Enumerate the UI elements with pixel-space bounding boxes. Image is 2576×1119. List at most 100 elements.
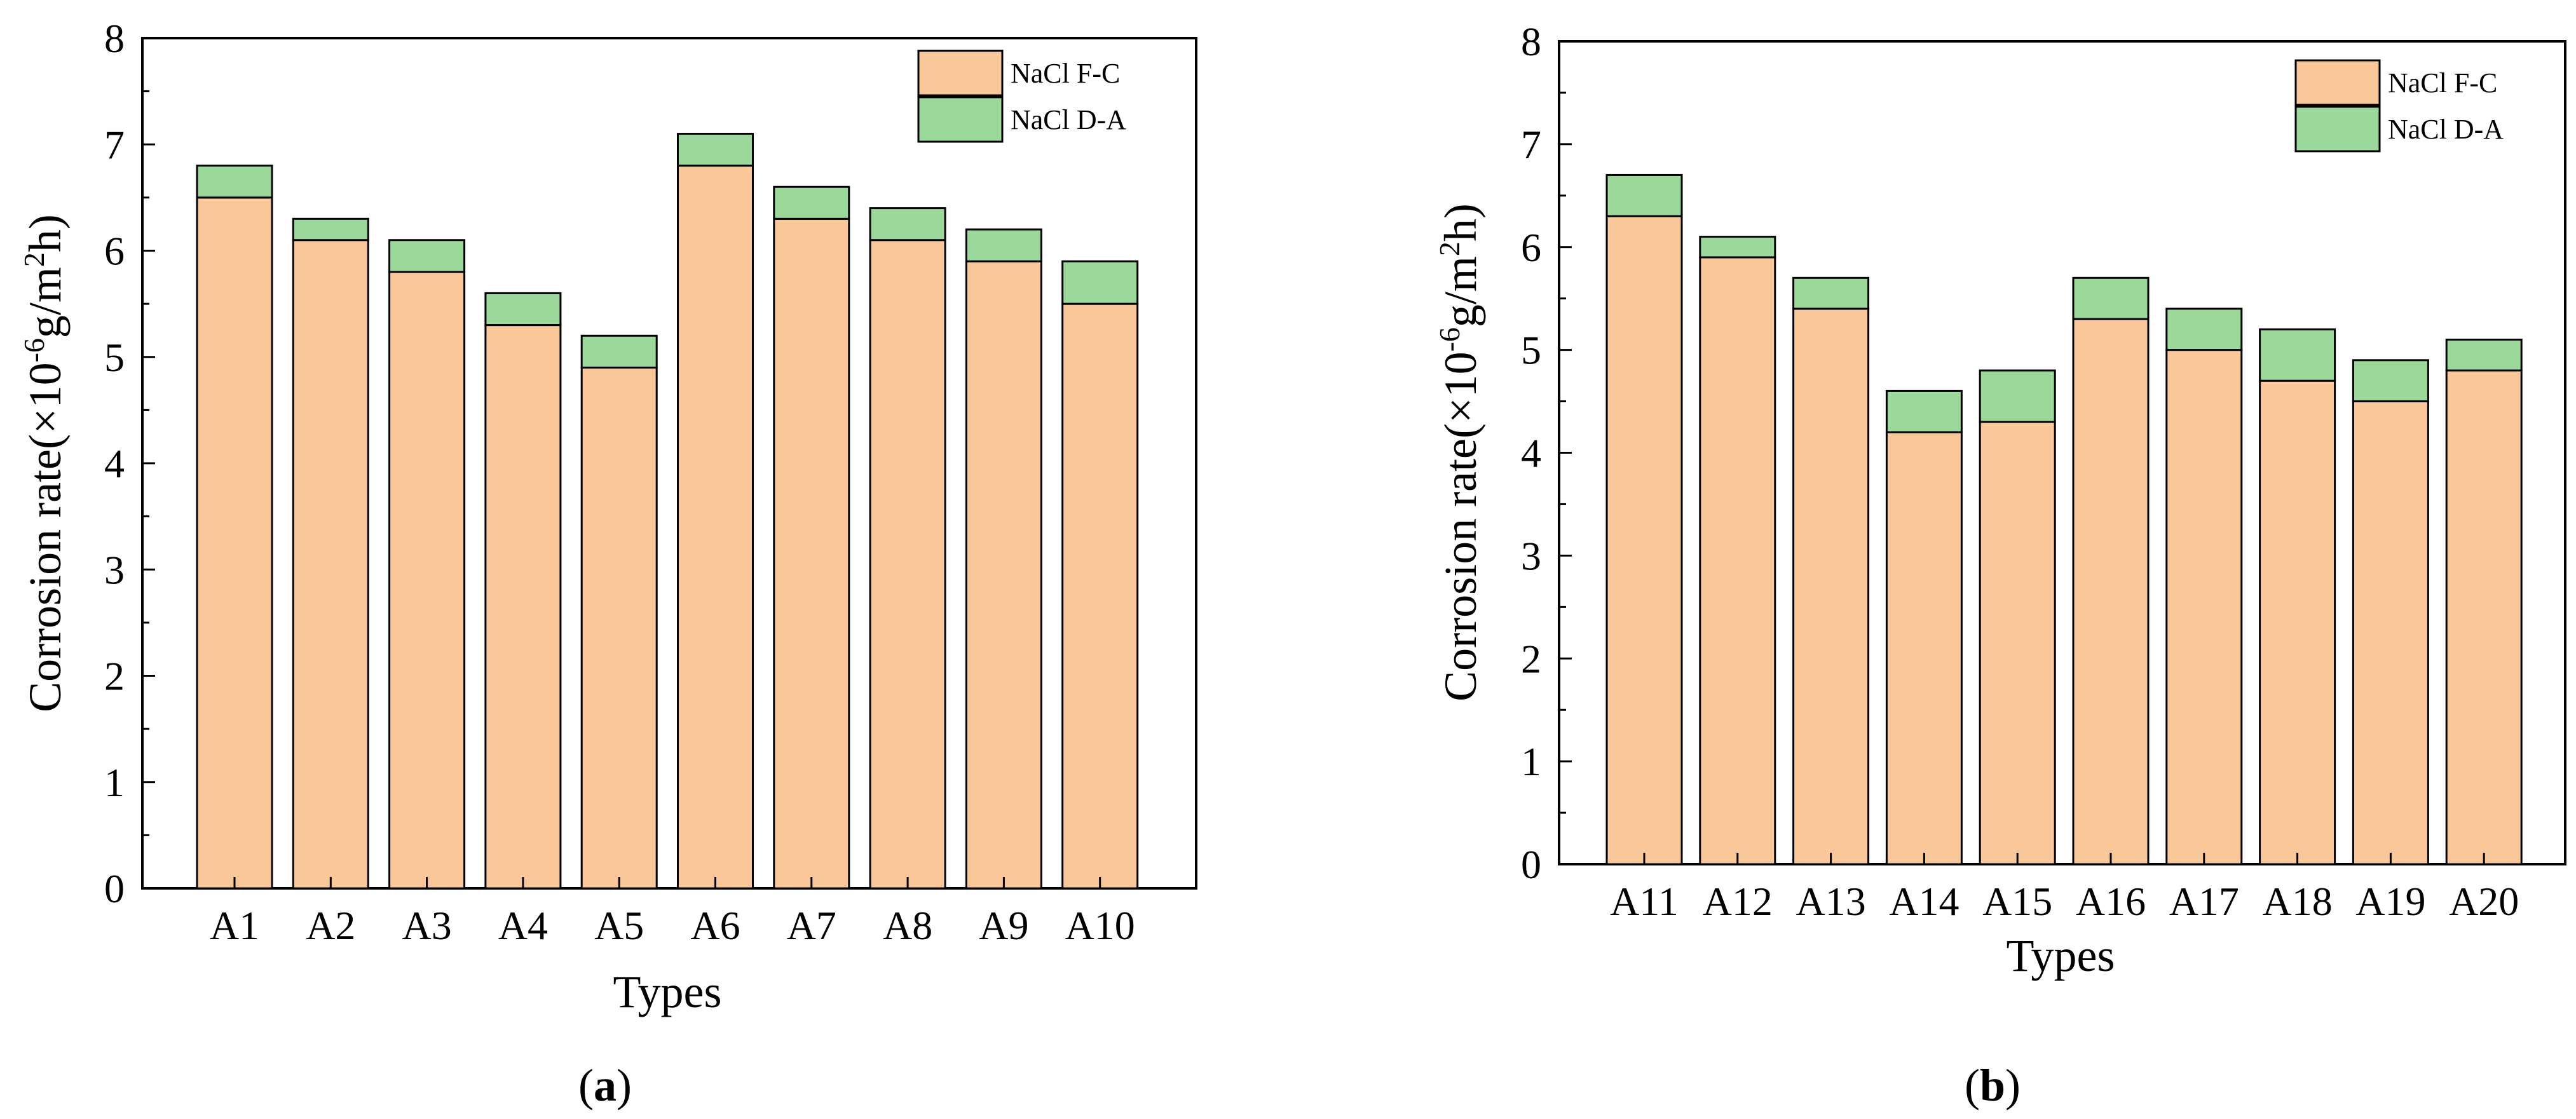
bar-A9-da: [965, 228, 1042, 262]
x-axis-ticks: A11 A12 A13 A14 A15 A16 A17 A18 A19 A20: [1610, 853, 2519, 924]
bar-A4-fc: [484, 324, 562, 890]
x-axis-ticks: A1 A2 A3 A4 A5 A6 A7 A8 A9 A10: [210, 877, 1135, 948]
x-tick-label: A7: [787, 903, 836, 948]
bar-A15-da: [1979, 369, 2056, 423]
bar-A14-fc: [1885, 431, 1963, 865]
bar-A18-da: [2259, 328, 2336, 382]
x-tick-label: A11: [1610, 879, 1679, 924]
legend-label-fc: NaCl F-C: [1011, 58, 1120, 89]
bar-A3-da: [388, 239, 466, 273]
y-axis-ticks: 0 1 2 3 4 5 6 7 8: [1521, 19, 1572, 887]
x-tick-label: A15: [1982, 879, 2052, 924]
bar-A11-da: [1605, 173, 1683, 217]
bar-A16-da: [2072, 276, 2150, 320]
y-axis-ticks: 0 1 2 3 4 5 6 7 8: [104, 16, 155, 911]
chart-panel-a: 0 1 2 3 4 5 6 7 8 A1 A2 A3 A4 A5 A6 A7 A8 A9 A10 Types Co…: [18, 16, 1197, 1111]
x-tick-label: A9: [979, 903, 1028, 948]
x-tick-label: A20: [2449, 879, 2519, 924]
bar-A19-da: [2352, 359, 2429, 403]
x-tick-label: A1: [210, 903, 259, 948]
y-tick-label: 2: [104, 654, 125, 699]
bar-A2-fc: [292, 239, 369, 890]
x-tick-label: A5: [594, 903, 644, 948]
bar-A19-fc: [2352, 400, 2429, 865]
x-tick-label: A12: [1703, 879, 1773, 924]
y-tick-label: 8: [104, 16, 125, 61]
bar-A10-da: [1061, 260, 1139, 305]
bar-A6-fc: [677, 165, 754, 890]
legend-swatch-da: [2294, 105, 2381, 153]
bar-A6-da: [677, 133, 754, 167]
bar-A7-da: [773, 186, 850, 220]
y-axis-title: Corrosion rate(×10-6g/m2h): [1433, 203, 1486, 702]
y-tick-label: 7: [104, 122, 125, 167]
y-tick-label: 0: [1521, 842, 1541, 887]
x-axis-title: Types: [2007, 930, 2115, 981]
bar-A4-da: [484, 292, 562, 327]
y-tick-label: 1: [104, 760, 125, 805]
x-tick-label: A2: [306, 903, 355, 948]
bar-A7-fc: [773, 217, 850, 890]
bar-A12-fc: [1699, 256, 1776, 865]
y-tick-label: 5: [104, 335, 125, 380]
bar-group: [1605, 173, 2523, 865]
y-tick-label: 6: [1521, 225, 1541, 270]
bar-A5-da: [580, 334, 658, 369]
bar-A16-fc: [2072, 318, 2150, 865]
bar-A12-da: [1699, 236, 1776, 259]
legend-swatch-fc: [917, 50, 1004, 97]
y-tick-label: 3: [104, 547, 125, 592]
x-tick-label: A10: [1065, 903, 1135, 948]
x-tick-label: A8: [883, 903, 932, 948]
x-tick-label: A14: [1889, 879, 1959, 924]
y-tick-label: 4: [1521, 431, 1541, 476]
bar-A5-fc: [580, 366, 658, 890]
x-tick-label: A16: [2076, 879, 2146, 924]
panel-caption-b: (b): [1965, 1060, 2021, 1111]
y-tick-label: 0: [104, 866, 125, 911]
legend-label-fc: NaCl F-C: [2388, 67, 2497, 98]
bar-A15-fc: [1979, 421, 2056, 865]
x-tick-label: A17: [2169, 879, 2239, 924]
bar-group: [196, 133, 1139, 890]
bar-A14-da: [1885, 390, 1963, 433]
chart-panel-b: 0 1 2 3 4 5 6 7 8 A11 A12 A13 A14 A15 A16 A17 A18 A19 A20…: [1433, 19, 2566, 1111]
panel-caption-a: (a): [578, 1060, 632, 1111]
y-tick-label: 1: [1521, 739, 1541, 784]
y-tick-label: 4: [104, 441, 125, 486]
bar-A18-fc: [2259, 379, 2336, 865]
bar-A10-fc: [1061, 302, 1139, 890]
bar-A8-fc: [869, 239, 946, 890]
x-tick-label: A13: [1796, 879, 1865, 924]
bar-A8-da: [869, 207, 946, 241]
bar-A9-fc: [965, 260, 1042, 890]
y-tick-label: 7: [1521, 122, 1541, 167]
x-tick-label: A18: [2262, 879, 2332, 924]
bar-A1-da: [196, 165, 273, 199]
legend: NaCl F-C NaCl D-A: [917, 50, 1126, 143]
legend-swatch-da: [917, 96, 1004, 143]
x-tick-label: A19: [2355, 879, 2425, 924]
bar-A2-da: [292, 217, 369, 241]
y-tick-label: 8: [1521, 19, 1541, 64]
bar-A3-fc: [388, 271, 466, 890]
legend-label-da: NaCl D-A: [2388, 114, 2504, 145]
legend-swatch-fc: [2294, 59, 2381, 106]
y-axis-title: Corrosion rate(×10-6g/m2h): [18, 214, 71, 712]
bar-A17-da: [2165, 308, 2243, 351]
y-tick-label: 5: [1521, 328, 1541, 373]
bar-A20-da: [2445, 338, 2523, 372]
legend-label-da: NaCl D-A: [1011, 104, 1126, 135]
bar-A11-fc: [1605, 215, 1683, 865]
bar-A13-da: [1792, 276, 1870, 310]
bar-A1-fc: [196, 196, 273, 890]
bar-A13-fc: [1792, 308, 1870, 865]
x-axis-title: Types: [613, 966, 722, 1017]
x-tick-label: A3: [402, 903, 451, 948]
y-tick-label: 2: [1521, 636, 1541, 681]
y-tick-label: 3: [1521, 533, 1541, 578]
bar-A17-fc: [2165, 349, 2243, 865]
x-tick-label: A4: [498, 903, 548, 948]
legend: NaCl F-C NaCl D-A: [2294, 59, 2504, 153]
